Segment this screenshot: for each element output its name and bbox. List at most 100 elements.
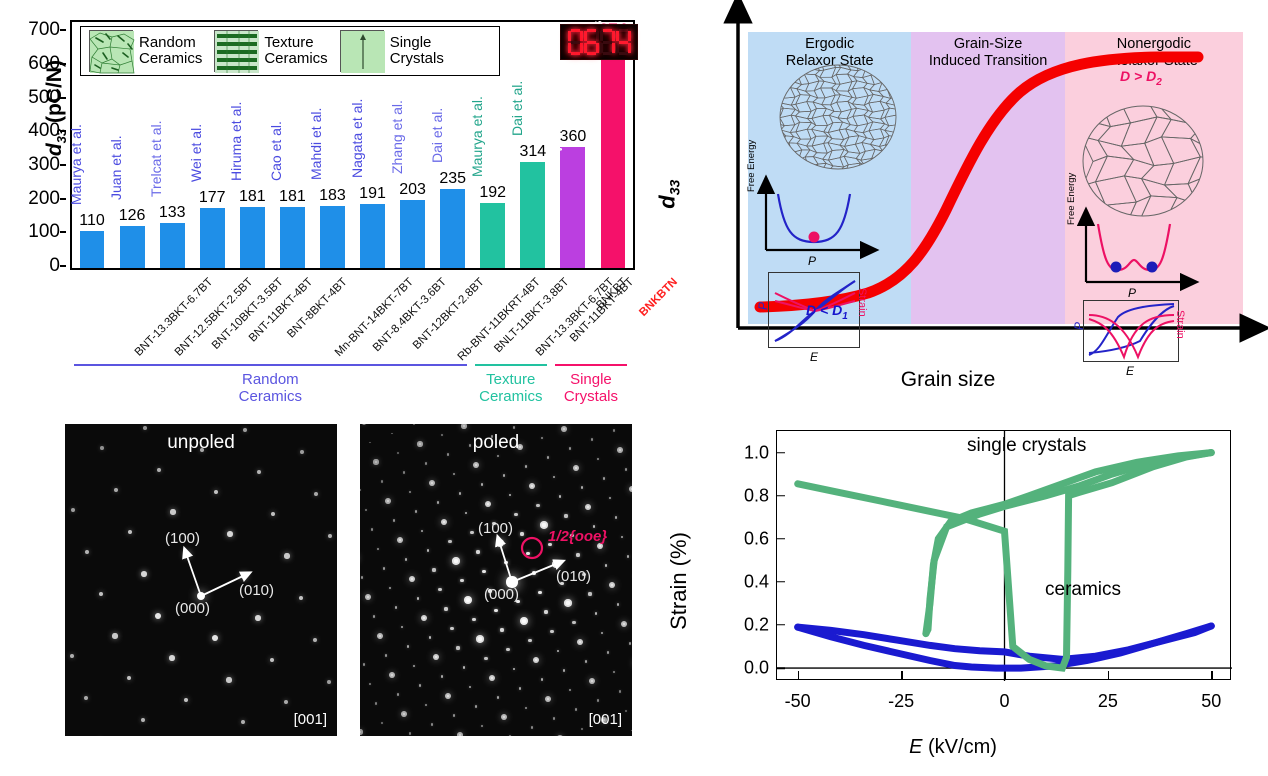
region-title-1: Grain-Size Induced Transition xyxy=(911,36,1064,69)
diffraction-spot xyxy=(241,573,247,579)
led-segment-D xyxy=(602,52,612,55)
diffraction-spot xyxy=(562,427,566,431)
right-free-energy-caption: Free Energy xyxy=(1066,172,1077,225)
left-pe-loop-box xyxy=(768,272,860,348)
right-p-axis-label: P xyxy=(1072,321,1086,330)
diffraction-spot xyxy=(506,647,510,652)
bar-6[interactable]: 183 Mahdi et al. xyxy=(308,108,346,268)
group-underline-0 xyxy=(74,364,467,366)
diffraction-spot xyxy=(601,717,607,723)
diffraction-spot xyxy=(408,732,412,735)
poled-100-label: (100) xyxy=(478,520,514,537)
diffraction-spot xyxy=(391,432,393,435)
diffraction-spot xyxy=(598,544,602,548)
poled-index-arrows xyxy=(495,533,566,583)
bar-5[interactable]: 181 Cao et al. xyxy=(268,121,306,268)
diffraction-spot xyxy=(602,718,606,722)
bar-12[interactable]: 360 Wei et al. xyxy=(549,95,586,268)
bar-2[interactable]: 133 Trelcat et al. xyxy=(148,121,186,268)
diffraction-spot xyxy=(586,505,590,509)
unpoled-diffraction-pattern: unpoled [001] (100) (010) (000) xyxy=(65,424,337,736)
bar-10[interactable]: 192 Maurya et al. xyxy=(469,96,506,268)
diffraction-spot xyxy=(512,426,516,429)
bar-13[interactable]: 674This work xyxy=(589,0,627,268)
strain-y-tickmark-2 xyxy=(777,581,785,583)
diffraction-spot xyxy=(327,533,333,539)
diffraction-spot xyxy=(432,568,436,572)
legend-label-line2-1: Ceramics xyxy=(264,50,328,67)
diffraction-spot xyxy=(580,486,584,489)
bar-reference-0: Maurya et al. xyxy=(68,124,85,205)
diffraction-spot xyxy=(566,601,570,605)
diffraction-spot xyxy=(418,684,422,687)
bar-9[interactable]: 235 Dai et al. xyxy=(429,108,466,268)
bar-chart-y-ticks: 0 100 200 300 400 500 600 700 xyxy=(18,18,66,276)
diffraction-spot xyxy=(213,489,219,495)
strain-x-tick-0: -50 xyxy=(784,691,811,711)
diffraction-spot xyxy=(360,729,363,735)
diffraction-spot xyxy=(622,622,626,626)
region-label-line1-2: Nonergodic xyxy=(1116,36,1191,52)
diffraction-spot xyxy=(378,634,382,638)
bar-3[interactable]: 177 Wei et al. xyxy=(188,124,226,268)
diffraction-spot xyxy=(556,649,560,653)
diffraction-spot xyxy=(512,667,516,671)
diffraction-spot xyxy=(284,553,290,559)
diffraction-spot xyxy=(564,514,568,518)
diffraction-spot xyxy=(127,529,133,535)
diffraction-spot xyxy=(141,571,147,577)
diffraction-spot xyxy=(466,598,470,602)
led-segment-F xyxy=(567,31,571,41)
bar-reference-2: Trelcat et al. xyxy=(148,120,165,198)
led-segment-F xyxy=(599,31,603,41)
bar-reference-4: Hiruma et al. xyxy=(228,101,245,182)
diffraction-spot xyxy=(460,578,464,583)
bar-chart-panel: d33 (pC/N) 0 100 200 300 400 500 600 700 110 Mau… xyxy=(0,0,680,420)
bar-reference-6: Mahdi et al. xyxy=(308,107,325,181)
diffraction-spot xyxy=(404,558,408,561)
group-label-line1-0: Random xyxy=(241,371,299,388)
unpoled-000-label: (000) xyxy=(175,600,211,617)
diffraction-spot xyxy=(468,444,472,447)
bar-8[interactable]: 203 Zhang et al. xyxy=(389,100,426,268)
diffraction-spot xyxy=(522,619,526,623)
diffraction-spot xyxy=(480,724,484,728)
diffraction-spot xyxy=(240,719,246,725)
strain-x-tick-3: 25 xyxy=(1097,691,1118,711)
diffraction-spot xyxy=(514,512,518,517)
bar-1[interactable]: 126 Juan et al. xyxy=(108,135,145,268)
bar-7[interactable]: 191 Nagata et al. xyxy=(349,98,386,268)
diffraction-spot xyxy=(398,538,402,542)
bar-reference-3: Wei et al. xyxy=(188,124,205,183)
diffraction-spot xyxy=(496,696,500,699)
region-label-line2-0: Relaxor State xyxy=(785,52,874,69)
ceramics-series-label: ceramics xyxy=(1045,579,1122,600)
bar-11[interactable]: 314 Dai et al. xyxy=(509,81,546,268)
legend-item-0: Random Ceramics xyxy=(83,30,208,74)
diffraction-spot xyxy=(392,519,396,522)
bar-0[interactable]: 110 Maurya et al. xyxy=(68,124,105,268)
diffraction-spot xyxy=(544,610,548,614)
diffraction-spot xyxy=(414,510,418,513)
strain-x-tickmark-4 xyxy=(1211,671,1213,679)
diffraction-spot xyxy=(548,542,552,547)
diffraction-spot xyxy=(396,451,399,454)
diffraction-spot xyxy=(418,442,422,446)
diffraction-spot xyxy=(574,708,578,711)
diffraction-spot xyxy=(255,615,261,621)
region-label-line2-2: Relaxor State xyxy=(1109,52,1198,69)
bar-4[interactable]: 181 Hiruma et al. xyxy=(228,102,266,268)
diffraction-spot xyxy=(156,467,162,473)
unpoled-010-label: (010) xyxy=(239,582,275,599)
diffraction-spot xyxy=(170,509,176,515)
led-digit-2 xyxy=(599,29,615,55)
strain-y-tickmark-0 xyxy=(777,667,785,669)
diffraction-spot xyxy=(326,679,332,685)
diffraction-spot xyxy=(83,695,89,701)
diffraction-spot xyxy=(494,608,498,613)
group-label-0: Random Ceramics xyxy=(239,371,302,405)
led-segment-E xyxy=(583,43,587,53)
poled-000-label: (000) xyxy=(484,586,520,603)
diffraction-spot xyxy=(402,712,406,716)
diffraction-spot xyxy=(212,635,218,641)
